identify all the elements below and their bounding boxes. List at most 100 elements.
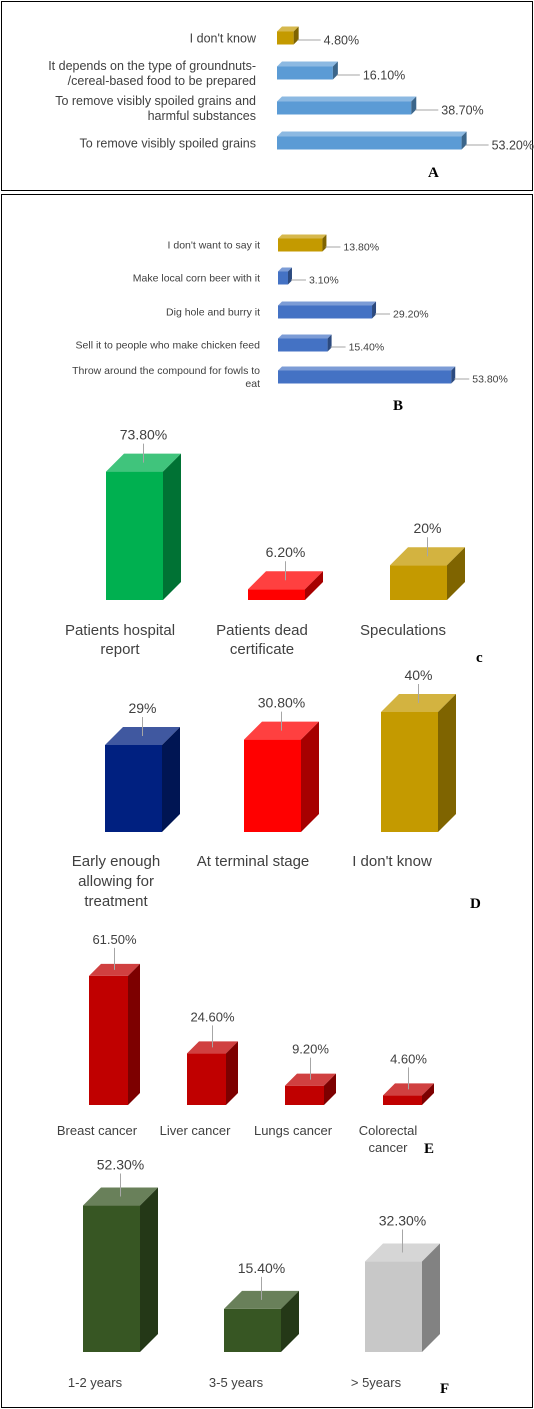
panel-a-i-don-t-know-label: I don't know (190, 31, 257, 45)
panel-d-i-don-t-know-value: 40% (404, 667, 432, 683)
panel-b-sell-it-to-people-who-make-chicken-feed-label: Sell it to people who make chicken feed (76, 340, 261, 352)
panel-e-lungs-cancer-bar-side (324, 1073, 336, 1105)
panel-c-speculations-label: Speculations (360, 622, 446, 639)
panel-d-early-enough-allowing-for-treatment-bar-side (162, 727, 180, 832)
panel-b-sell-it-to-people-who-make-chicken-feed-bar-top (278, 334, 332, 339)
panel-f-3-5-years-bar (224, 1308, 281, 1352)
panel-f-3-5-years-label: 3-5 years (209, 1375, 264, 1390)
panel-a-to-remove-visibly-spoiled-grains-and-harmful-substances-bar (277, 101, 412, 115)
panel-b-sell-it-to-people-who-make-chicken-feed-bar (278, 338, 328, 352)
panel-e-colorectal-cancer-label: Colorectal cancer (359, 1123, 418, 1155)
panel-a-to-remove-visibly-spoiled-grains-label: To remove visibly spoiled grains (80, 136, 256, 150)
panel-b-i-don-t-want-to-say-it-value: 13.80% (343, 242, 379, 254)
panel-a-to-remove-visibly-spoiled-grains-bar (277, 136, 462, 150)
panel-a-i-don-t-know-value: 4.80% (324, 33, 359, 47)
panel-a-it-depends-on-the-type-of-groundnuts-cereal-based-food-to-be-prepared-bar (277, 66, 333, 80)
panel-c-patients-hospital-report-value: 73.80% (120, 427, 167, 443)
panel-a-it-depends-on-the-type-of-groundnuts-cereal-based-food-to-be-prepared-label: It depends on the type of groundnuts-/ce… (48, 59, 256, 88)
panel-d-early-enough-allowing-for-treatment-value: 29% (128, 700, 156, 716)
panel-d-early-enough-allowing-for-treatment-bar (105, 745, 162, 832)
panel-c-speculations-bar (390, 565, 447, 600)
panel-b-i-don-t-want-to-say-it-bar (278, 238, 323, 252)
panel-d-at-terminal-stage-value: 30.80% (258, 695, 305, 711)
panel-d-at-terminal-stage-label: At terminal stage (197, 853, 310, 870)
panel-e-breast-cancer-label: Breast cancer (57, 1123, 138, 1138)
panel-d-at-terminal-stage-bar (244, 739, 301, 832)
panel-a-to-remove-visibly-spoiled-grains-and-harmful-substances-value: 38.70% (441, 103, 483, 117)
panel-c-patients-dead-certificate-bar-side (305, 571, 323, 600)
panel-f-3-5-years-bar-side (281, 1290, 299, 1352)
panel-b-make-local-corn-beer-with-it-value: 3.10% (309, 275, 339, 287)
panel-c-patients-hospital-report-bar-side (163, 453, 181, 600)
panel-b-throw-around-the-compound-for-fowls-to-eat-label: Throw around the compound for fowls to ea… (72, 365, 260, 390)
panel-a-to-remove-visibly-spoiled-grains-and-harmful-substances-bar-top (277, 96, 417, 102)
panel-b-sell-it-to-people-who-make-chicken-feed-value: 15.40% (349, 342, 385, 354)
panel-c-speculations-value: 20% (413, 520, 441, 536)
panel-b-make-local-corn-beer-with-it-label: Make local corn beer with it (133, 273, 260, 285)
panel-b-dig-hole-and-burry-it-label: Dig hole and burry it (166, 307, 260, 319)
panel-b-i-don-t-want-to-say-it-label: I don't want to say it (168, 240, 261, 252)
panel-a-i-don-t-know-bar-side (293, 26, 299, 45)
panel-f-letter: F (440, 1381, 449, 1397)
panel-e-colorectal-cancer-bar (383, 1095, 422, 1105)
panel-a-i-don-t-know-bar (277, 31, 294, 45)
panel-b-dig-hole-and-burry-it-bar (278, 305, 373, 319)
panel-b-make-local-corn-beer-with-it-bar (278, 271, 288, 285)
panel-c-patients-hospital-report-label: Patients hospital report (65, 622, 175, 658)
panel-c-speculations-bar-side (447, 547, 465, 600)
panel-b-make-local-corn-beer-with-it-bar-top (278, 267, 292, 272)
panel-d-early-enough-allowing-for-treatment-label: Early enough allowing for treatment (72, 853, 160, 910)
panel-e-colorectal-cancer-bar-side (422, 1083, 434, 1105)
panel-c-patients-hospital-report-bar (106, 471, 163, 600)
panel-f-5years-label: > 5years (351, 1375, 402, 1390)
panel-e-breast-cancer-value: 61.50% (92, 932, 137, 947)
panel-c-patients-dead-certificate-bar (248, 589, 305, 600)
panel-a-it-depends-on-the-type-of-groundnuts-cereal-based-food-to-be-prepared-bar-top (277, 61, 338, 67)
panel-e-liver-cancer-bar-side (226, 1041, 238, 1105)
panel-e-letter: E (424, 1141, 434, 1157)
panel-f-5years-bar (365, 1261, 422, 1352)
panel-a-i-don-t-know-bar-top (277, 26, 299, 32)
panel-e-breast-cancer-bar (89, 975, 128, 1105)
panel-b-throw-around-the-compound-for-fowls-to-eat-bar (278, 370, 452, 384)
panel-a-to-remove-visibly-spoiled-grains-and-harmful-substances-label: To remove visibly spoiled grains and harm… (55, 94, 256, 123)
panel-a-letter: A (428, 165, 439, 181)
panel-b-dig-hole-and-burry-it-value: 29.20% (393, 309, 429, 321)
panel-a-to-remove-visibly-spoiled-grains-bar-top (277, 131, 467, 137)
panel-e-lungs-cancer-label: Lungs cancer (254, 1123, 333, 1138)
panel-d-letter: D (470, 896, 481, 912)
panel-d-i-don-t-know-bar (381, 712, 438, 832)
panel-f-5years-bar-side (422, 1243, 440, 1352)
panel-b-i-don-t-want-to-say-it-bar-top (278, 234, 327, 239)
panel-e-lungs-cancer-bar (285, 1085, 324, 1105)
panel-e-liver-cancer-value: 24.60% (190, 1009, 235, 1024)
panel-f-1-2-years-bar (83, 1205, 140, 1352)
panel-c-patients-dead-certificate-value: 6.20% (266, 544, 306, 560)
panel-c-patients-dead-certificate-label: Patients dead certificate (216, 622, 308, 658)
panel-b-throw-around-the-compound-for-fowls-to-eat-bar-top (278, 366, 456, 371)
panel-f-1-2-years-value: 52.30% (97, 1157, 144, 1173)
panel-d-at-terminal-stage-bar-side (301, 721, 319, 832)
panel-a-to-remove-visibly-spoiled-grains-bar-side (461, 131, 467, 150)
panel-e-lungs-cancer-value: 9.20% (292, 1042, 329, 1057)
panel-a-to-remove-visibly-spoiled-grains-and-harmful-substances-bar-side (411, 96, 417, 115)
panel-b-dig-hole-and-burry-it-bar-top (278, 301, 377, 306)
panel-d-i-don-t-know-bar-side (438, 694, 456, 832)
panel-e-breast-cancer-bar-side (128, 963, 140, 1105)
panel-f-5years-value: 32.30% (379, 1213, 426, 1229)
panel-b-throw-around-the-compound-for-fowls-to-eat-value: 53.80% (472, 374, 508, 386)
panel-f-1-2-years-bar-side (140, 1187, 158, 1352)
panel-e-liver-cancer-bar (187, 1053, 226, 1105)
panel-c-letter: c (476, 650, 483, 666)
panel-e-colorectal-cancer-value: 4.60% (390, 1051, 427, 1066)
panel-d-i-don-t-know-label: I don't know (352, 853, 432, 870)
panel-a-to-remove-visibly-spoiled-grains-value: 53.20% (492, 138, 534, 152)
panel-e-liver-cancer-label: Liver cancer (160, 1123, 231, 1138)
panel-a-it-depends-on-the-type-of-groundnuts-cereal-based-food-to-be-prepared-value: 16.10% (363, 68, 405, 82)
panel-b-letter: B (393, 398, 403, 414)
panel-f-1-2-years-label: 1-2 years (68, 1375, 123, 1390)
panel-f-3-5-years-value: 15.40% (238, 1260, 285, 1276)
panel-a-it-depends-on-the-type-of-groundnuts-cereal-based-food-to-be-prepared-bar-side (332, 61, 338, 80)
panel-a-frame (1, 1, 533, 191)
